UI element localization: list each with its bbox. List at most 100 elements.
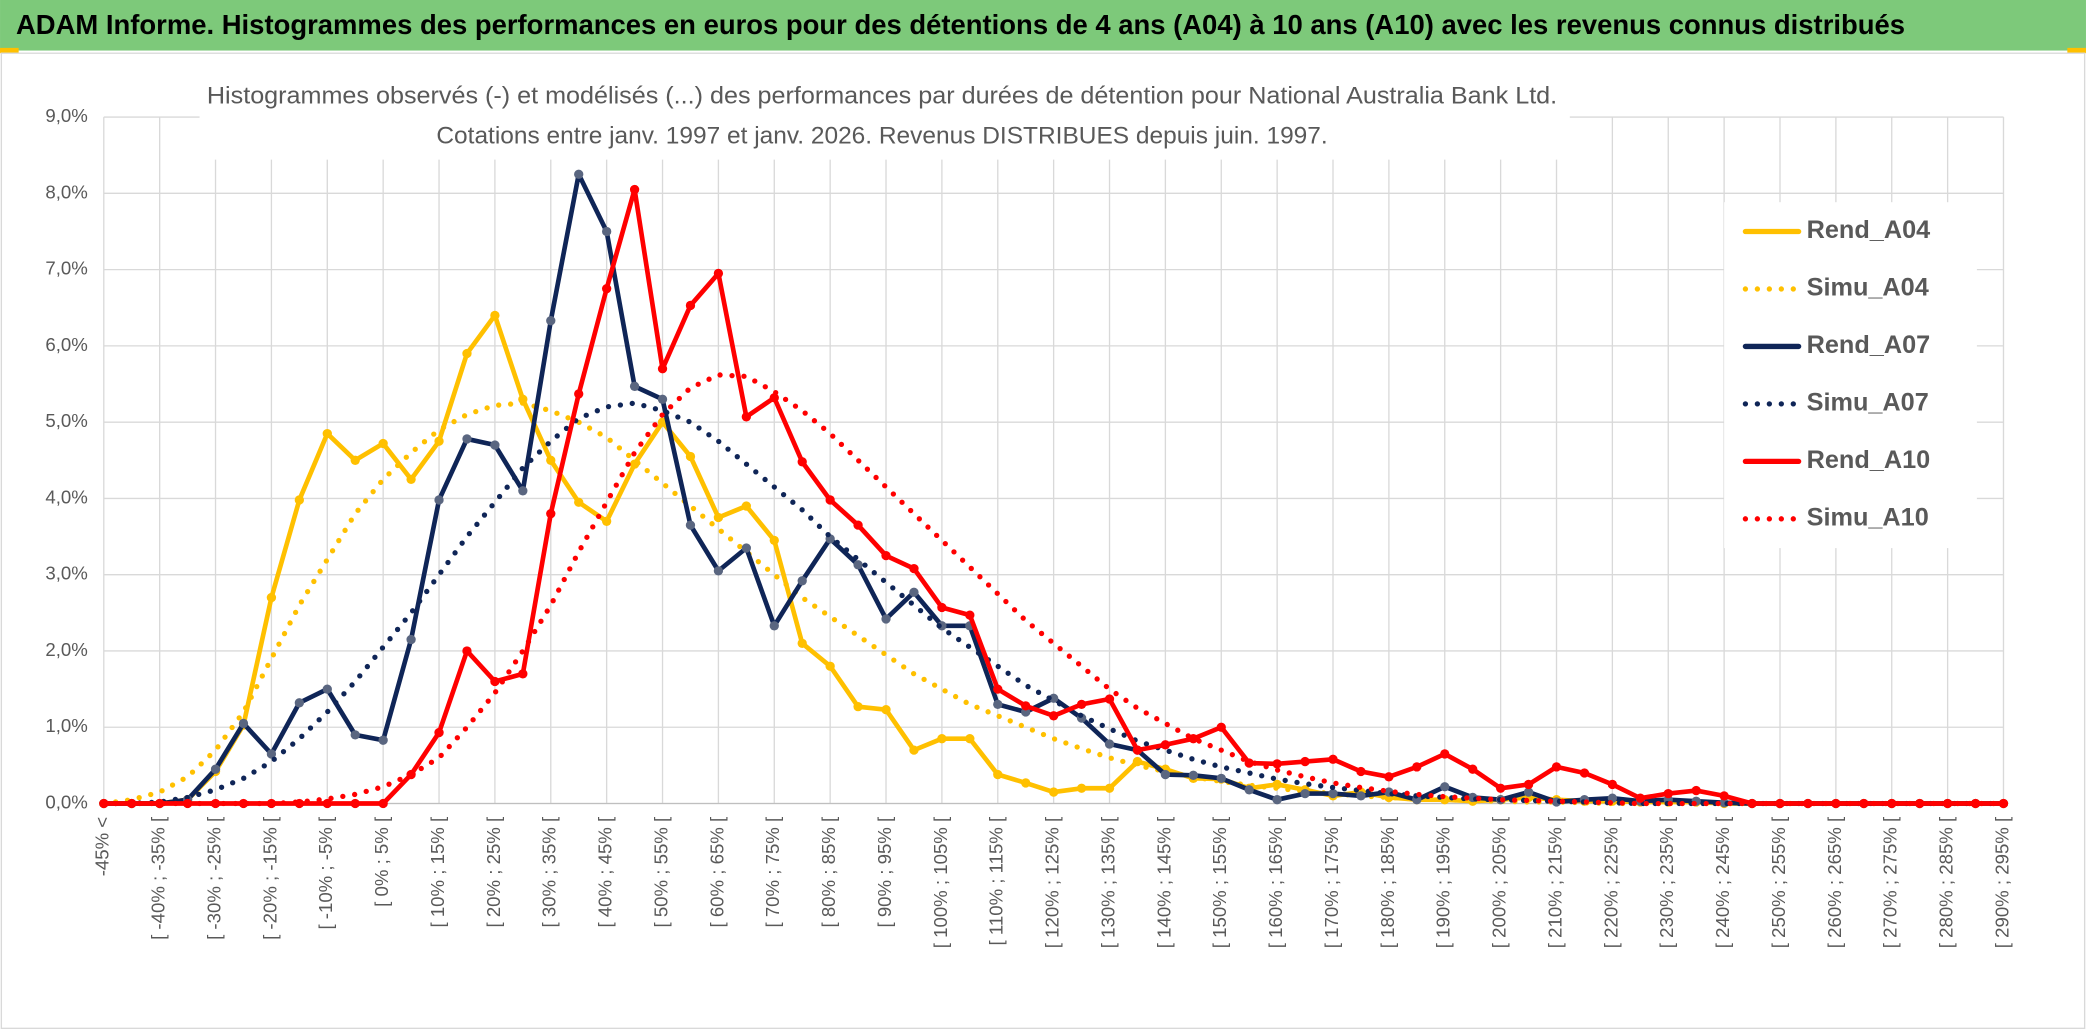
data-point: [266, 592, 277, 603]
data-point: [993, 769, 1003, 780]
x-tick-label: [ 120% ; 125% [: [1042, 816, 1063, 948]
y-tick-label: 0,0%: [45, 791, 87, 812]
data-point: [1691, 785, 1701, 796]
x-tick-label: [ 250% ; 255% [: [1768, 816, 1789, 948]
data-point: [1607, 779, 1618, 790]
data-point: [238, 718, 249, 729]
data-point: [601, 284, 612, 294]
data-point: [462, 348, 472, 359]
data-point: [1300, 756, 1310, 767]
x-tick-label: [ 150% ; 155% [: [1209, 816, 1230, 948]
data-point: [769, 621, 779, 631]
data-point: [1048, 787, 1059, 797]
x-tick-label: [ 280% ; 285% [: [1936, 816, 1957, 948]
x-tick-label: [ -10% ; -5% [: [315, 816, 336, 930]
data-point: [685, 300, 696, 311]
data-point: [881, 614, 891, 624]
y-tick-label: 8,0%: [45, 181, 87, 202]
data-point: [741, 543, 751, 553]
legend-label: Simu_A04: [1807, 274, 1929, 302]
data-point: [685, 520, 696, 530]
data-point: [1719, 791, 1729, 801]
data-point: [1104, 739, 1115, 749]
data-point: [266, 749, 277, 759]
data-point: [378, 798, 388, 809]
data-point: [1160, 740, 1171, 750]
data-point: [1048, 693, 1059, 703]
x-tick-label: [ 70% ; 75% [: [762, 816, 783, 928]
x-tick-label: [ -30% ; -25% [: [203, 816, 224, 940]
data-point: [797, 638, 807, 649]
data-point: [741, 501, 751, 511]
data-point: [1272, 759, 1282, 769]
legend-label: Rend_A10: [1807, 446, 1931, 474]
data-point: [1244, 758, 1254, 768]
data-point: [406, 634, 416, 645]
data-point: [574, 497, 584, 507]
data-point: [322, 684, 332, 694]
data-point: [294, 698, 305, 708]
data-point: [909, 745, 919, 755]
data-point: [1495, 783, 1506, 793]
data-point: [1328, 788, 1338, 799]
data-point: [1160, 769, 1171, 780]
data-point: [378, 735, 388, 745]
data-point: [1216, 773, 1226, 784]
data-point: [629, 184, 640, 195]
data-point: [657, 364, 668, 374]
data-point: [1076, 783, 1087, 793]
x-tick-label: [ -20% ; -15% [: [259, 816, 280, 940]
data-point: [1104, 783, 1115, 793]
data-point: [601, 516, 612, 526]
data-point: [769, 393, 779, 403]
y-tick-label: 9,0%: [45, 105, 87, 126]
data-point: [238, 798, 249, 809]
data-point: [993, 699, 1003, 710]
data-point: [1356, 791, 1366, 801]
x-tick-label: [ 140% ; 145% [: [1153, 816, 1174, 948]
y-tick-label: 2,0%: [45, 639, 87, 660]
chart-title: ADAM Informe. Histogrammes des performan…: [16, 9, 1905, 40]
data-point: [1132, 745, 1143, 755]
data-point: [881, 550, 891, 561]
data-point: [1216, 722, 1226, 732]
x-tick-label: [ 0% ; 5% [: [371, 816, 392, 907]
x-tick-label: [ 240% ; 245% [: [1712, 816, 1733, 948]
x-tick-label: [ 290% ; 295% [: [1991, 816, 2012, 948]
data-point: [518, 486, 528, 496]
legend-label: Simu_A10: [1807, 503, 1929, 531]
data-point: [1970, 798, 1981, 809]
data-point: [825, 495, 835, 505]
x-tick-label: [ 190% ; 195% [: [1433, 816, 1454, 948]
data-point: [574, 389, 584, 399]
data-point: [1356, 766, 1366, 777]
series-line: [101, 400, 2007, 807]
data-point: [406, 474, 416, 485]
x-tick-label: [ 130% ; 135% [: [1097, 816, 1118, 948]
data-point: [713, 512, 724, 523]
data-point: [909, 587, 919, 597]
data-point: [1021, 701, 1031, 711]
data-point: [1551, 762, 1562, 772]
data-point: [546, 509, 556, 519]
data-point: [797, 576, 807, 586]
data-point: [1048, 711, 1059, 721]
legend-label: Rend_A04: [1807, 216, 1931, 244]
data-point: [1188, 734, 1198, 744]
data-point: [769, 535, 779, 546]
x-tick-label: [ 260% ; 265% [: [1824, 816, 1845, 948]
data-point: [546, 455, 556, 465]
data-point: [574, 169, 584, 179]
data-point: [350, 798, 360, 809]
legend-box: [1724, 202, 1977, 549]
data-point: [825, 661, 835, 671]
data-point: [1384, 772, 1394, 782]
y-tick-label: 3,0%: [45, 563, 87, 584]
data-point: [601, 226, 612, 237]
data-point: [713, 268, 724, 279]
data-point: [657, 394, 668, 404]
data-point: [1579, 768, 1590, 778]
data-point: [462, 646, 472, 656]
x-tick-label: [ 270% ; 275% [: [1880, 816, 1901, 948]
